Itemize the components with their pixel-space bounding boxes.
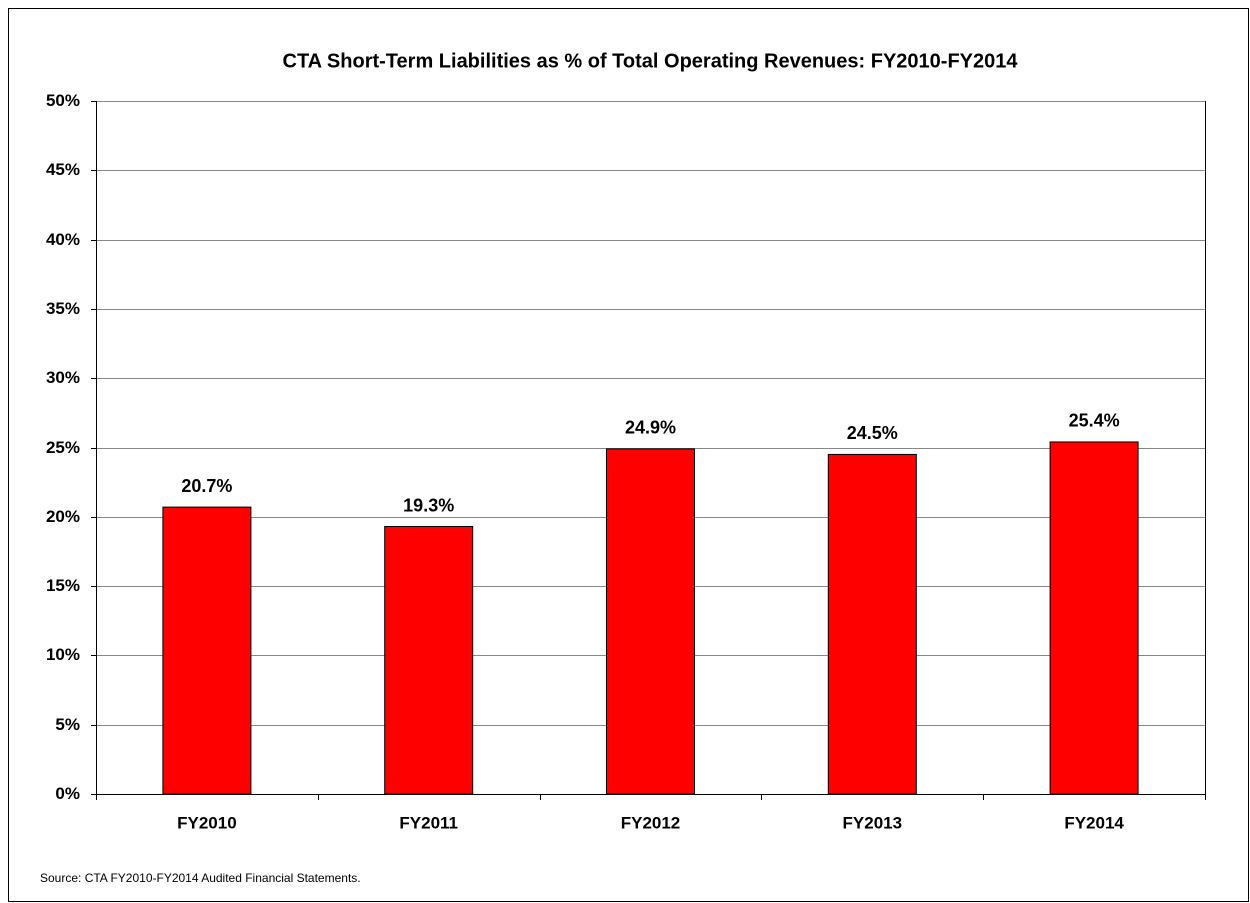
bar [606, 448, 695, 795]
bar [384, 526, 474, 795]
value-label: 24.5% [847, 423, 898, 443]
y-tick-label: 35% [46, 299, 80, 318]
bar [162, 506, 252, 795]
x-tick-label: FY2013 [843, 813, 903, 832]
value-label: 20.7% [181, 476, 232, 496]
y-tick-label: 5% [55, 715, 80, 734]
y-tick-label: 45% [46, 160, 80, 179]
x-tick-label: FY2014 [1064, 813, 1124, 832]
y-tick-label: 0% [55, 784, 80, 803]
value-label: 25.4% [1069, 411, 1120, 431]
chart-title: CTA Short-Term Liabilities as % of Total… [283, 50, 1019, 72]
x-tick-label: FY2011 [399, 813, 458, 832]
source-note: Source: CTA FY2010-FY2014 Audited Financ… [40, 871, 361, 885]
y-tick-label: 10% [46, 645, 80, 664]
bar [827, 453, 917, 795]
y-tick-label: 20% [46, 507, 80, 526]
x-tick-label: FY2012 [621, 813, 681, 832]
x-tick-label: FY2010 [177, 813, 237, 832]
value-label: 24.9% [625, 418, 676, 438]
y-tick-label: 40% [46, 230, 80, 249]
y-tick-label: 25% [46, 438, 80, 457]
bar [1049, 441, 1139, 795]
value-label: 19.3% [403, 495, 454, 515]
y-tick-label: 50% [46, 91, 80, 110]
y-tick-label: 30% [46, 368, 80, 387]
y-tick-label: 15% [46, 576, 80, 595]
frame [8, 8, 1249, 902]
